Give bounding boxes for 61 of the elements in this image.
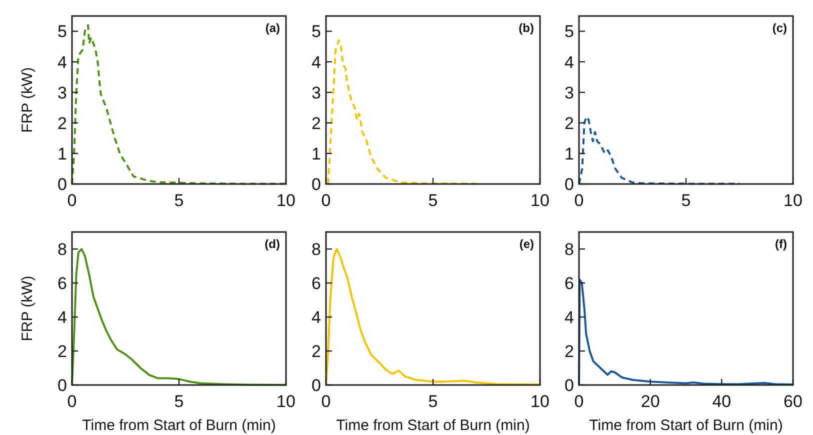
y-tick-label: 4	[58, 52, 67, 72]
y-axis-title: FRP (kW)	[19, 67, 36, 133]
y-axis-title: FRP (kW)	[19, 276, 36, 342]
x-tick-label: 10	[530, 191, 550, 210]
x-tick-label: 5	[428, 392, 438, 411]
y-tick-label: 3	[564, 83, 574, 102]
chart-title: (a)	[265, 21, 280, 35]
y-tick-label: 2	[58, 114, 67, 133]
y-tick-label: 6	[58, 274, 67, 293]
y-tick-label: 6	[564, 274, 574, 293]
y-tick-label: 2	[564, 114, 574, 133]
x-tick-label: 10	[530, 392, 550, 411]
x-tick-label: 5	[174, 191, 184, 210]
y-tick-label: 0	[312, 376, 321, 395]
chart-title: (e)	[519, 237, 534, 251]
y-tick-label: 5	[58, 22, 67, 42]
chart-title: (f)	[775, 237, 787, 251]
x-tick-label: 60	[784, 392, 802, 411]
y-tick-label: 8	[58, 240, 67, 259]
y-tick-label: 0	[564, 376, 574, 395]
x-tick-label: 5	[681, 191, 691, 210]
chart-title: (b)	[518, 21, 534, 35]
x-tick-label: 5	[174, 392, 184, 411]
y-tick-label: 0	[58, 376, 67, 395]
y-tick-label: 5	[312, 22, 321, 42]
y-tick-label: 4	[564, 308, 574, 327]
x-axis-title: Time from Start of Burn (min)	[82, 417, 276, 434]
y-tick-label: 3	[58, 83, 67, 102]
y-tick-label: 2	[312, 342, 321, 361]
y-tick-label: 2	[58, 342, 67, 361]
y-tick-label: 4	[564, 52, 574, 72]
y-tick-label: 5	[564, 22, 574, 42]
y-tick-label: 0	[58, 174, 67, 194]
y-tick-label: 4	[312, 52, 321, 72]
y-tick-label: 2	[312, 114, 321, 133]
x-tick-label: 5	[428, 191, 438, 210]
x-tick-label: 10	[276, 392, 296, 411]
chart-title: (c)	[772, 21, 787, 35]
y-tick-label: 4	[312, 308, 321, 327]
line-series	[578, 278, 794, 386]
x-tick-label: 20	[640, 392, 660, 411]
y-tick-label: 0	[564, 174, 574, 194]
y-tick-label: 3	[312, 83, 321, 102]
y-tick-label: 8	[564, 240, 574, 259]
y-tick-label: 4	[58, 308, 67, 327]
x-axis-title: Time from Start of Burn (min)	[336, 417, 530, 434]
y-tick-label: 6	[312, 274, 321, 293]
y-tick-label: 8	[312, 240, 321, 259]
chart-title: (d)	[264, 237, 280, 251]
line-series	[71, 24, 287, 185]
x-tick-label: 10	[784, 191, 802, 210]
line-series	[578, 116, 740, 185]
line-series	[327, 39, 477, 185]
x-axis-title: Time from Start of Burn (min)	[589, 417, 783, 434]
y-tick-label: 1	[564, 144, 574, 164]
x-tick-label: 40	[712, 392, 732, 411]
y-tick-label: 1	[58, 144, 67, 164]
y-tick-label: 0	[312, 174, 321, 194]
y-tick-label: 2	[564, 342, 574, 361]
x-tick-label: 10	[276, 191, 296, 210]
y-tick-label: 1	[312, 144, 321, 164]
